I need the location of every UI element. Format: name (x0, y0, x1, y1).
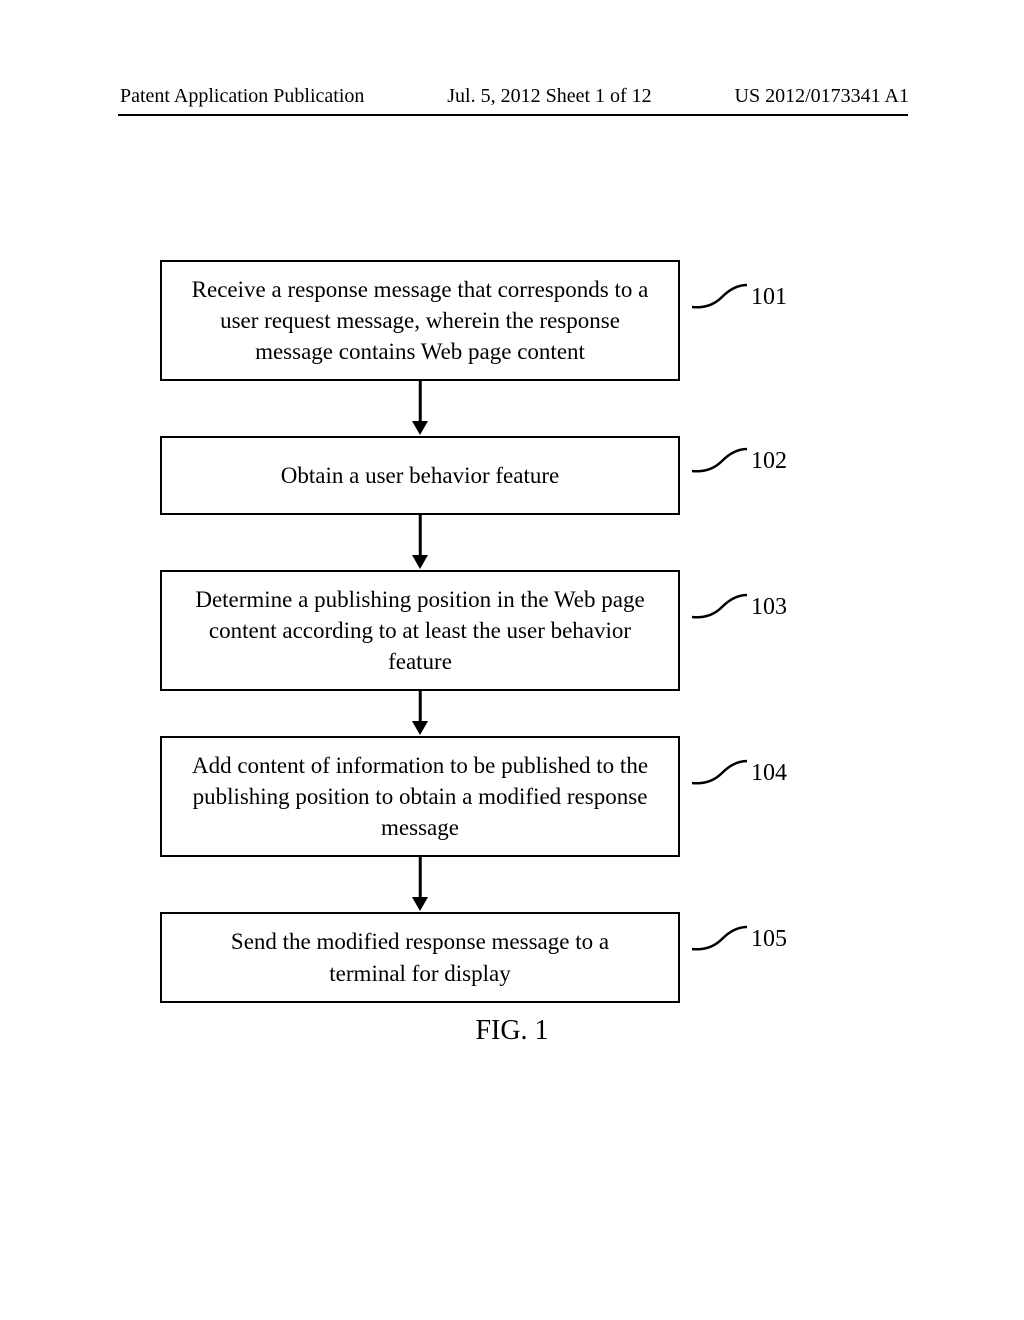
curve-icon (692, 446, 747, 476)
curve-icon (692, 592, 747, 622)
flow-box-103: Determine a publishing position in the W… (160, 570, 680, 691)
flow-box-101: Receive a response message that correspo… (160, 260, 680, 381)
arrow-1-2 (160, 381, 680, 436)
flow-box-104: Add content of information to be publish… (160, 736, 680, 857)
flow-label-104: 104 (751, 760, 787, 787)
arrow-line (419, 857, 422, 899)
curve-icon (692, 758, 747, 788)
flow-row-4: Add content of information to be publish… (160, 736, 860, 857)
arrow-line (419, 691, 422, 723)
curve-icon (692, 924, 747, 954)
flow-label-102: 102 (751, 448, 787, 475)
flow-label-103: 103 (751, 594, 787, 621)
arrow-line (419, 515, 422, 557)
flow-row-5: Send the modified response message to a … (160, 912, 860, 1002)
header-divider (118, 114, 908, 116)
flow-label-101: 101 (751, 284, 787, 311)
arrow-4-5 (160, 857, 680, 912)
header-title: Patent Application Publication (120, 85, 364, 108)
label-connector-101: 101 (692, 282, 787, 312)
arrow-head-icon (412, 555, 428, 569)
curve-icon (692, 282, 747, 312)
arrow-2-3 (160, 515, 680, 570)
arrow-3-4 (160, 691, 680, 736)
flowchart: Receive a response message that correspo… (160, 260, 860, 1003)
label-connector-105: 105 (692, 924, 787, 954)
header-patent-number: US 2012/0173341 A1 (735, 85, 909, 108)
flow-row-2: Obtain a user behavior feature 102 (160, 436, 860, 515)
figure-label: FIG. 1 (475, 1015, 548, 1047)
flow-row-1: Receive a response message that correspo… (160, 260, 860, 381)
arrow-line (419, 381, 422, 423)
flow-box-105: Send the modified response message to a … (160, 912, 680, 1002)
arrow-head-icon (412, 721, 428, 735)
label-connector-104: 104 (692, 758, 787, 788)
flow-box-102: Obtain a user behavior feature (160, 436, 680, 515)
label-connector-102: 102 (692, 446, 787, 476)
arrow-head-icon (412, 897, 428, 911)
flow-row-3: Determine a publishing position in the W… (160, 570, 860, 691)
arrow-head-icon (412, 421, 428, 435)
header-date-sheet: Jul. 5, 2012 Sheet 1 of 12 (447, 85, 651, 108)
page-header: Patent Application Publication Jul. 5, 2… (0, 85, 1024, 108)
label-connector-103: 103 (692, 592, 787, 622)
flow-label-105: 105 (751, 926, 787, 953)
